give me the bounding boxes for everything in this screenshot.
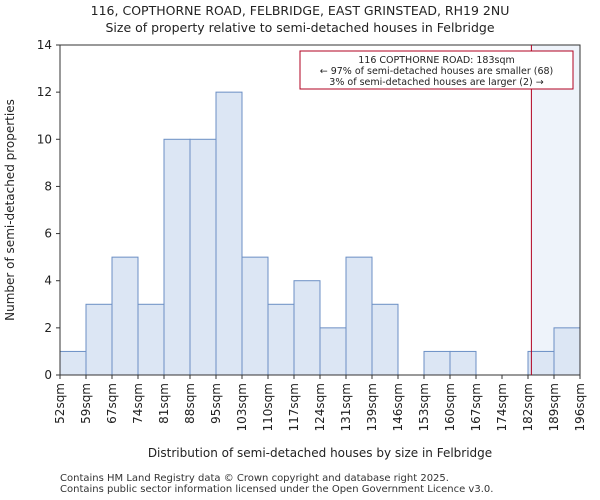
histogram-bar	[163, 138, 191, 376]
histogram-bar	[59, 350, 87, 376]
histogram-bar	[423, 350, 451, 376]
x-tick-label: 59sqm	[79, 383, 93, 424]
histogram-bar	[85, 303, 113, 376]
x-axis-label: Distribution of semi-detached houses by …	[148, 446, 492, 460]
histogram-bar	[189, 138, 217, 376]
x-tick-label: 81sqm	[157, 383, 171, 424]
x-tick-label: 189sqm	[547, 383, 561, 431]
annotation-line: 116 COPTHORNE ROAD: 183sqm	[358, 55, 514, 66]
histogram-bar	[371, 303, 399, 376]
x-tick-label: 153sqm	[417, 383, 431, 431]
histogram-bar	[345, 256, 373, 376]
histogram-bar	[449, 350, 477, 376]
footer-copyright: Contains HM Land Registry data © Crown c…	[60, 473, 449, 484]
x-tick-label: 131sqm	[339, 383, 353, 431]
y-axis-label: Number of semi-detached properties	[3, 99, 17, 321]
x-tick-label: 110sqm	[261, 383, 275, 431]
y-tick-label: 6	[44, 227, 52, 241]
x-tick-label: 67sqm	[105, 383, 119, 424]
annotation-line: 3% of semi-detached houses are larger (2…	[329, 77, 543, 88]
x-tick-label: 160sqm	[443, 383, 457, 431]
annotation-line: ← 97% of semi-detached houses are smalle…	[320, 66, 554, 77]
x-tick-label: 182sqm	[521, 383, 535, 431]
x-tick-label: 74sqm	[131, 383, 145, 424]
y-tick-label: 12	[37, 85, 52, 99]
x-tick-label: 52sqm	[53, 383, 67, 424]
x-tick-label: 117sqm	[287, 383, 301, 431]
histogram-bar	[241, 256, 269, 376]
histogram-bar	[293, 280, 321, 376]
highlight-region	[531, 45, 580, 375]
x-tick-label: 88sqm	[183, 383, 197, 424]
y-tick-label: 0	[44, 368, 52, 382]
page-title: 116, COPTHORNE ROAD, FELBRIDGE, EAST GRI…	[90, 3, 510, 18]
x-tick-label: 139sqm	[365, 383, 379, 431]
histogram-chart: 0 2 4 6 8 10 12 14 52sqm 59sqm 67sqm 74sqm 81sqm 88sq…	[3, 38, 587, 460]
y-tick-label: 10	[37, 132, 52, 146]
histogram-bar	[319, 327, 347, 376]
annotation-box	[299, 50, 574, 90]
histogram-bar	[215, 91, 243, 376]
histogram-bar	[137, 303, 165, 376]
x-tick-label: 146sqm	[391, 383, 405, 431]
y-tick-label: 4	[44, 274, 52, 288]
x-tick-label: 103sqm	[235, 383, 249, 431]
histogram-bar	[111, 256, 139, 376]
chart-subtitle: Size of property relative to semi-detach…	[105, 20, 495, 35]
y-tick-label: 14	[37, 38, 52, 52]
y-tick-label: 2	[44, 321, 52, 335]
x-tick-label: 95sqm	[209, 383, 223, 424]
x-tick-label: 196sqm	[573, 383, 587, 431]
x-tick-label: 167sqm	[469, 383, 483, 431]
histogram-bar	[553, 327, 581, 376]
y-tick-label: 8	[44, 179, 52, 193]
histogram-bar	[267, 303, 295, 376]
x-tick-label: 174sqm	[495, 383, 509, 431]
histogram-bar	[527, 350, 555, 376]
footer-licence: Contains public sector information licen…	[60, 484, 494, 495]
x-tick-label: 124sqm	[313, 383, 327, 431]
